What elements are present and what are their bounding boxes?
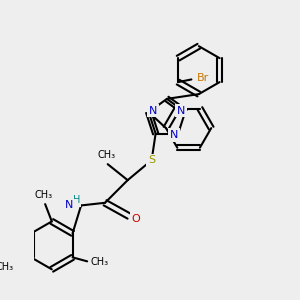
Text: N: N bbox=[65, 200, 73, 210]
Text: CH₃: CH₃ bbox=[0, 262, 14, 272]
Text: N: N bbox=[170, 130, 178, 140]
Text: CH₃: CH₃ bbox=[97, 150, 116, 160]
Text: S: S bbox=[148, 155, 155, 165]
Text: N: N bbox=[148, 106, 157, 116]
Text: O: O bbox=[131, 214, 140, 224]
Text: Br: Br bbox=[197, 73, 209, 83]
Text: H: H bbox=[73, 195, 80, 205]
Text: N: N bbox=[177, 106, 185, 116]
Text: CH₃: CH₃ bbox=[35, 190, 53, 200]
Text: CH₃: CH₃ bbox=[90, 257, 108, 267]
